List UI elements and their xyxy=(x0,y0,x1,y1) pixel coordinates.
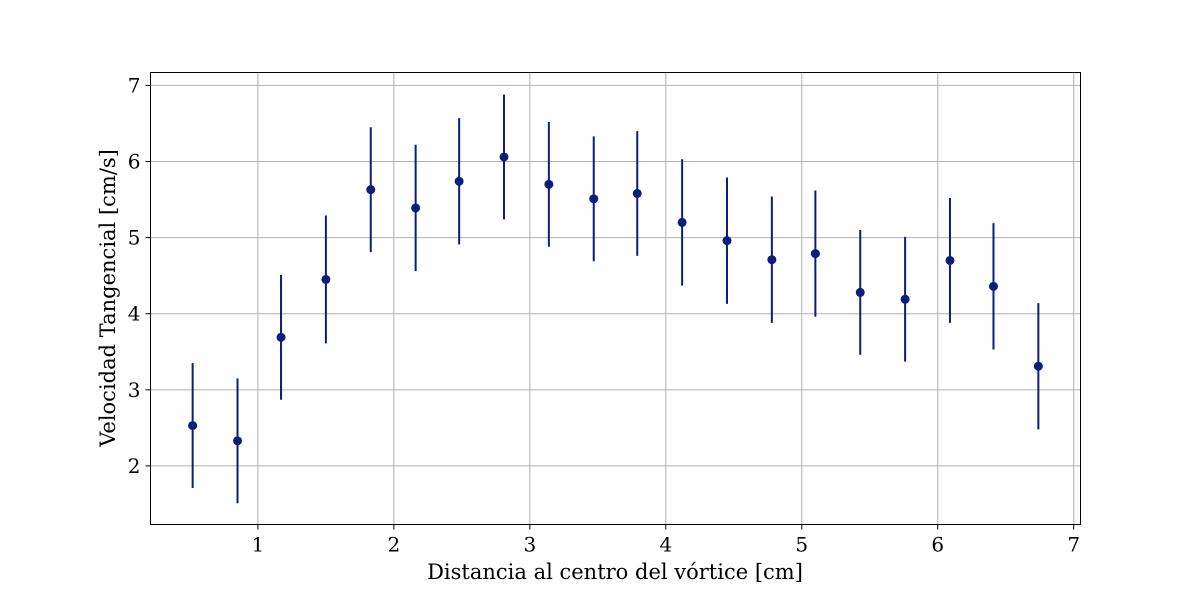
data-point xyxy=(945,255,955,265)
y-tick-label: 5 xyxy=(128,226,141,250)
x-tick-label: 7 xyxy=(1067,533,1080,557)
data-point xyxy=(632,188,642,198)
data-point xyxy=(767,255,777,265)
data-point xyxy=(988,281,998,291)
data-point xyxy=(677,217,687,227)
x-tick-label: 3 xyxy=(523,533,536,557)
data-point xyxy=(366,185,376,195)
y-axis-label: Velocidad Tangencial [cm/s] xyxy=(96,149,120,448)
data-point xyxy=(321,274,331,284)
data-point xyxy=(1033,361,1043,371)
y-tick-label: 3 xyxy=(128,378,141,402)
data-point xyxy=(855,287,865,297)
data-point xyxy=(411,203,421,213)
data-point xyxy=(233,436,243,446)
y-tick-label: 7 xyxy=(128,73,141,97)
x-tick-label: 1 xyxy=(252,533,265,557)
data-point xyxy=(499,152,509,162)
x-tick-label: 2 xyxy=(388,533,401,557)
data-point xyxy=(900,294,910,304)
error-bars xyxy=(191,94,1040,504)
data-point xyxy=(722,236,732,246)
plot-frame xyxy=(150,72,1081,525)
data-point xyxy=(188,421,198,431)
data-point xyxy=(810,249,820,259)
y-tick-label: 6 xyxy=(128,150,141,174)
x-axis-label: Distancia al centro del vórtice [cm] xyxy=(427,560,803,584)
data-point xyxy=(276,332,286,342)
grid xyxy=(150,72,1081,525)
x-tick-label: 6 xyxy=(931,533,944,557)
data-point xyxy=(454,176,464,186)
x-tick-label: 5 xyxy=(795,533,808,557)
data-point xyxy=(589,194,599,204)
data-point xyxy=(544,179,554,189)
x-tick-label: 4 xyxy=(659,533,672,557)
y-axis-ticks: 2 3 4 5 6 7 xyxy=(128,73,151,478)
y-tick-label: 2 xyxy=(128,454,141,478)
y-tick-label: 4 xyxy=(128,302,141,326)
x-axis-ticks: 1 2 3 4 5 6 7 xyxy=(252,524,1080,557)
data-points xyxy=(188,152,1043,446)
